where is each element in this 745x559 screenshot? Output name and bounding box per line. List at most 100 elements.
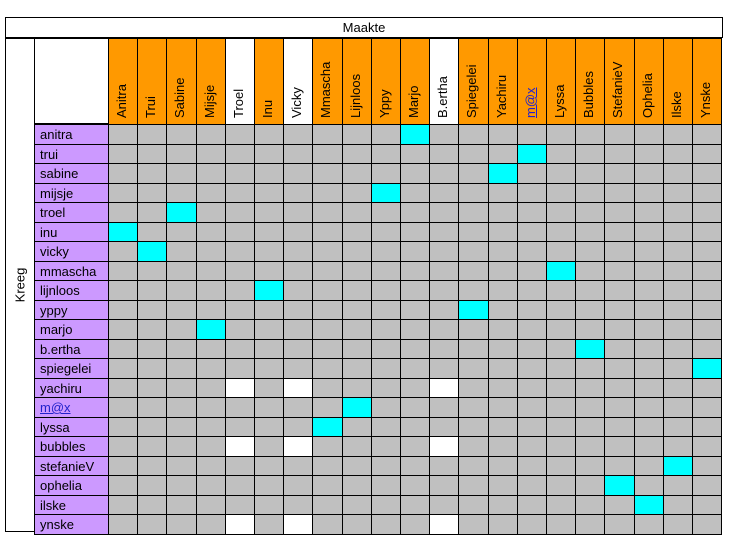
column-header-label: Lijnloos: [347, 73, 363, 118]
grid-cell: [137, 377, 168, 398]
grid-cell: [575, 202, 606, 223]
grid-cell: [341, 143, 372, 164]
grid-cell: [633, 377, 664, 398]
grid-cell: [604, 163, 635, 184]
column-header-label: Trui: [143, 96, 159, 118]
grid-cell: [516, 494, 547, 515]
grid-cell: [692, 143, 723, 164]
grid-cell: [166, 475, 197, 496]
grid-cell: [341, 241, 372, 262]
grid-cell: [254, 377, 285, 398]
column-header-inu: Inu: [254, 38, 285, 125]
grid-cell: [400, 241, 431, 262]
grid-cell: [546, 494, 577, 515]
row-label: marjo: [34, 319, 109, 340]
grid-cell: [224, 416, 255, 437]
grid-cell: [312, 377, 343, 398]
grid-cell: [546, 299, 577, 320]
row-label: trui: [34, 143, 109, 164]
row-label: ophelia: [34, 475, 109, 496]
grid-cell: [487, 416, 518, 437]
grid-cell: [341, 299, 372, 320]
grid-cell: [166, 163, 197, 184]
grid-cell: [458, 338, 489, 359]
column-header-label: Inu: [260, 99, 276, 118]
match-cell: [604, 475, 635, 496]
grid-cell: [575, 280, 606, 301]
grid-cell: [575, 143, 606, 164]
grid-cell: [458, 280, 489, 301]
grid-cell: [604, 182, 635, 203]
grid-cell: [312, 514, 343, 535]
row-label: mmascha: [34, 260, 109, 281]
column-header-label: Ilske: [668, 91, 684, 118]
column-header-vicky: Vicky: [283, 38, 314, 125]
grid-cell: [400, 143, 431, 164]
match-cell: [662, 455, 693, 476]
row-label: inu: [34, 221, 109, 242]
grid-cell: [429, 299, 460, 320]
grid-cell: [429, 494, 460, 515]
grid-cell: [195, 221, 226, 242]
column-header-ophelia: Ophelia: [633, 38, 664, 125]
row-label: lyssa: [34, 416, 109, 437]
grid-cell: [575, 514, 606, 535]
grid-cell: [604, 514, 635, 535]
grid-cell: [662, 475, 693, 496]
grid-cell: [458, 241, 489, 262]
side-label: Kreeg: [12, 267, 28, 303]
grid-cell: [546, 436, 577, 457]
grid-cell: [662, 280, 693, 301]
grid-cell: [108, 358, 139, 379]
blank-cell: [224, 514, 255, 535]
match-cell: [458, 299, 489, 320]
grid-cell: [458, 260, 489, 281]
grid-cell: [487, 455, 518, 476]
grid-cell: [604, 124, 635, 145]
grid-cell: [137, 221, 168, 242]
grid-cell: [546, 182, 577, 203]
column-header-m-x[interactable]: m@x: [516, 38, 547, 125]
grid-cell: [254, 241, 285, 262]
grid-cell: [224, 494, 255, 515]
grid-cell: [458, 436, 489, 457]
grid-cell: [575, 241, 606, 262]
grid-cell: [370, 124, 401, 145]
row-label: b.ertha: [34, 338, 109, 359]
grid-cell: [429, 163, 460, 184]
grid-cell: [108, 436, 139, 457]
grid-cell: [546, 124, 577, 145]
grid-cell: [137, 514, 168, 535]
grid-cell: [370, 436, 401, 457]
grid-cell: [224, 455, 255, 476]
grid-cell: [254, 299, 285, 320]
grid-cell: [604, 260, 635, 281]
grid-cell: [633, 358, 664, 379]
grid-cell: [195, 416, 226, 437]
grid-cell: [166, 338, 197, 359]
blank-cell: [224, 436, 255, 457]
grid-cell: [458, 319, 489, 340]
grid-cell: [137, 124, 168, 145]
row-label[interactable]: m@x: [34, 397, 109, 418]
grid-cell: [400, 455, 431, 476]
grid-cell: [692, 163, 723, 184]
grid-cell: [400, 514, 431, 535]
grid-cell: [400, 338, 431, 359]
column-header-label[interactable]: m@x: [522, 87, 538, 118]
grid-cell: [575, 260, 606, 281]
grid-cell: [487, 280, 518, 301]
grid-cell: [195, 241, 226, 262]
grid-cell: [254, 338, 285, 359]
grid-cell: [254, 221, 285, 242]
grid-cell: [137, 455, 168, 476]
column-header-label: Ophelia: [639, 73, 655, 118]
grid-cell: [487, 494, 518, 515]
grid-cell: [283, 475, 314, 496]
column-header-label: Mijsje: [201, 84, 217, 118]
grid-cell: [516, 280, 547, 301]
grid-cell: [137, 475, 168, 496]
grid-cell: [458, 455, 489, 476]
grid-cell: [400, 416, 431, 437]
grid-cell: [400, 319, 431, 340]
